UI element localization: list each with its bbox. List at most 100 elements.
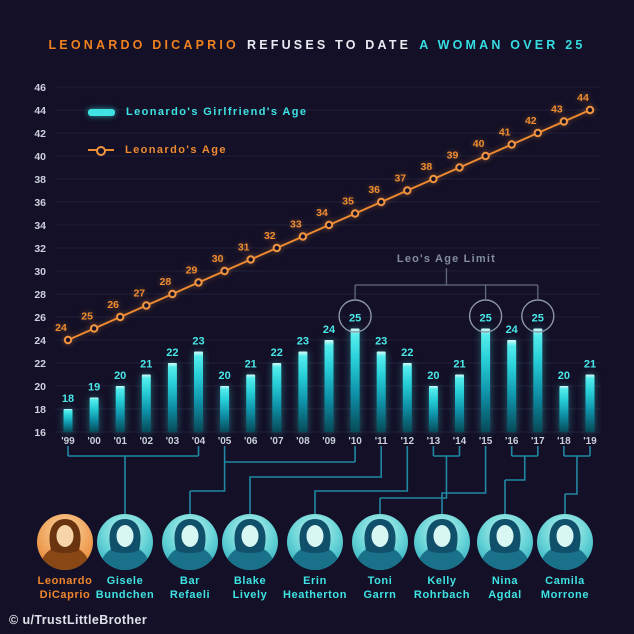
connector-bar xyxy=(189,446,356,514)
bar-'99 xyxy=(63,409,73,432)
svg-text:'12: '12 xyxy=(401,436,415,447)
bar-'17 xyxy=(533,328,543,432)
person-name-line2: Bundchen xyxy=(96,589,155,601)
person-name-line1: Blake xyxy=(234,575,266,587)
person-name-line2: Morrone xyxy=(541,589,589,601)
svg-text:19: 19 xyxy=(88,382,100,394)
bar-swatch-icon xyxy=(88,108,115,116)
svg-text:20: 20 xyxy=(114,370,126,382)
svg-text:'99: '99 xyxy=(61,436,75,447)
person-name-line1: Kelly xyxy=(427,575,457,587)
person-name-line1: Leonardo xyxy=(38,575,93,587)
svg-text:20: 20 xyxy=(558,370,570,382)
photo-toni-garrn xyxy=(352,514,408,570)
svg-text:21: 21 xyxy=(584,359,596,371)
svg-text:20: 20 xyxy=(218,370,230,382)
person-name-line1: Nina xyxy=(492,575,519,587)
svg-text:31: 31 xyxy=(238,242,250,254)
legend-girlfriend-label: Leonardo's Girlfriend's Age xyxy=(126,106,308,118)
leo-age-limit-annotation: Leo's Age Limit xyxy=(338,253,555,333)
leo-age-point-'01 xyxy=(116,312,125,322)
girlfriend-age-bars xyxy=(63,328,595,432)
svg-text:25: 25 xyxy=(349,313,361,325)
svg-text:'16: '16 xyxy=(505,436,519,447)
svg-text:25: 25 xyxy=(479,313,491,325)
svg-text:23: 23 xyxy=(192,336,204,348)
photo-kelly-rohrbach xyxy=(414,514,470,570)
connector-camila xyxy=(563,446,591,514)
y-axis-labels: 16 18 20 22 24 26 28 30 32 34 36 38 40 42 44 46 xyxy=(34,82,46,439)
photo-blake-lively xyxy=(222,514,278,570)
svg-text:22: 22 xyxy=(34,358,46,370)
svg-text:'15: '15 xyxy=(479,436,493,447)
bar-'08 xyxy=(298,351,308,432)
svg-text:36: 36 xyxy=(34,197,46,209)
leo-age-point-'14 xyxy=(455,163,464,172)
svg-text:29: 29 xyxy=(186,265,198,277)
svg-text:'13: '13 xyxy=(427,436,441,447)
svg-text:30: 30 xyxy=(34,266,46,278)
person-name-line2: Garrn xyxy=(364,589,397,601)
photo-erin-heatherton xyxy=(287,514,343,570)
person-name-line1: Toni xyxy=(368,575,393,587)
avatar xyxy=(416,519,468,570)
person-name-line2: Heatherton xyxy=(283,589,347,601)
svg-text:23: 23 xyxy=(375,336,387,348)
svg-text:37: 37 xyxy=(394,173,406,185)
leo-age-point-'00 xyxy=(89,324,99,333)
svg-text:'00: '00 xyxy=(87,436,101,447)
leo-age-point-'06 xyxy=(246,255,255,264)
leo-age-point-'08 xyxy=(298,232,308,241)
girlfriend-connectors xyxy=(67,446,591,514)
leo-age-point-'13 xyxy=(429,174,438,184)
leo-age-point-'12 xyxy=(403,186,412,195)
svg-text:'05: '05 xyxy=(218,436,232,447)
connector-nina xyxy=(504,446,539,514)
svg-text:16: 16 xyxy=(34,427,46,439)
svg-text:38: 38 xyxy=(34,174,46,186)
svg-text:25: 25 xyxy=(532,313,544,325)
connector-blake xyxy=(249,446,382,514)
connector-kelly xyxy=(441,446,487,514)
svg-text:22: 22 xyxy=(166,347,178,359)
svg-text:41: 41 xyxy=(499,127,511,139)
photo-nina-agdal xyxy=(477,514,533,570)
svg-text:'08: '08 xyxy=(296,436,310,447)
leo-age-point-'09 xyxy=(324,220,334,230)
person-name-line2: DiCaprio xyxy=(40,589,91,601)
avatar xyxy=(99,519,151,570)
bar-'07 xyxy=(272,363,282,432)
x-axis-labels: '99 '00 '01 '02 '03 '04 '05 '06 '07 '08 '09 '10 '11 '… xyxy=(61,436,597,447)
svg-text:46: 46 xyxy=(34,82,46,94)
chart-legend: Leonardo's Girlfriend's Age Leonardo's A… xyxy=(88,104,307,180)
bar-'19 xyxy=(585,374,595,432)
avatar xyxy=(224,519,276,570)
bar-'03 xyxy=(167,363,177,432)
title-refuses: REFUSES TO DATE xyxy=(246,38,412,52)
svg-text:28: 28 xyxy=(34,289,46,301)
bar-'18 xyxy=(559,386,569,432)
bar-'06 xyxy=(246,374,256,432)
avatar xyxy=(164,519,216,570)
svg-text:35: 35 xyxy=(342,196,354,208)
svg-text:'01: '01 xyxy=(113,436,127,447)
bar-'02 xyxy=(141,374,151,432)
photo-leonardo-dicaprio xyxy=(37,514,93,570)
legend-leo-age: Leonardo's Age xyxy=(88,142,307,158)
svg-text:44: 44 xyxy=(577,92,589,104)
connector-gisele xyxy=(67,446,200,514)
person-name-line1: Erin xyxy=(303,575,327,587)
svg-text:32: 32 xyxy=(34,243,46,255)
svg-text:22: 22 xyxy=(401,347,413,359)
leo-age-point-'04 xyxy=(194,278,203,287)
person-name-line2: Agdal xyxy=(488,589,522,601)
person-name-line1: Bar xyxy=(180,575,200,587)
svg-text:21: 21 xyxy=(140,359,152,371)
bar-'05 xyxy=(220,386,230,432)
svg-text:'11: '11 xyxy=(375,436,388,447)
svg-text:'14: '14 xyxy=(453,436,467,447)
svg-text:26: 26 xyxy=(107,299,119,311)
connector-erin xyxy=(314,446,409,514)
svg-text:39: 39 xyxy=(447,150,459,162)
